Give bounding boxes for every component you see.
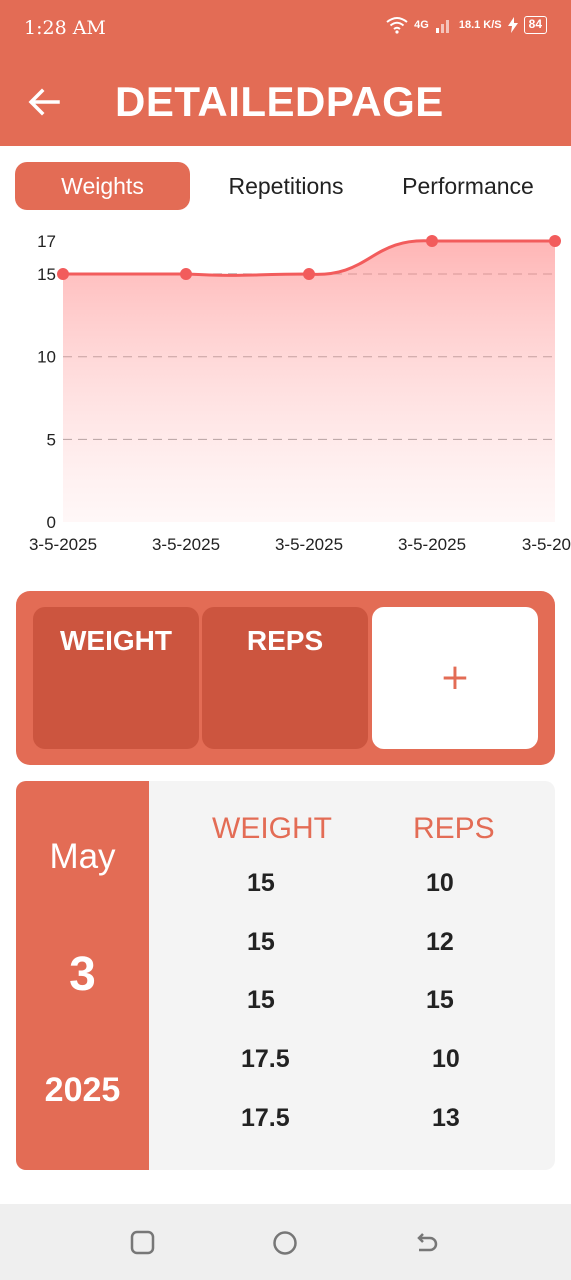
battery-level: 84 xyxy=(523,16,547,34)
back-arrow-icon[interactable] xyxy=(26,84,62,120)
y-tick-label: 10 xyxy=(37,348,56,367)
system-nav-bar xyxy=(0,1204,571,1280)
chart-point[interactable] xyxy=(549,235,561,247)
log-row-reps: 12 xyxy=(426,928,454,956)
log-month: May xyxy=(49,837,116,876)
status-time: 1:28 AM xyxy=(24,17,106,39)
y-tick-label: 0 xyxy=(47,513,56,532)
y-tick-label: 5 xyxy=(47,430,56,449)
app-bar: DETAILEDPAGE xyxy=(0,58,571,146)
tab-repetitions[interactable]: Repetitions xyxy=(228,173,344,199)
home-icon[interactable] xyxy=(272,1230,298,1256)
log-row-weight: 15 xyxy=(247,986,275,1014)
tab-performance[interactable]: Performance xyxy=(402,173,534,199)
log-row-reps: 15 xyxy=(426,986,454,1014)
reps-column-header: REPS xyxy=(413,812,495,845)
weights-chart: 0 5 10 15 17 3-5-2025 3-5-2025 3-5-2025 3-5-202… xyxy=(29,232,571,554)
charging-icon xyxy=(507,17,518,33)
log-row-reps: 10 xyxy=(426,869,454,897)
weight-column-header: WEIGHT xyxy=(212,812,332,845)
log-row-reps: 10 xyxy=(432,1045,460,1073)
log-day: 3 xyxy=(69,948,96,1001)
entry-card: WEIGHT REPS + xyxy=(16,591,555,765)
weight-input[interactable]: WEIGHT xyxy=(33,607,199,749)
date-column: May 3 2025 xyxy=(16,781,149,1170)
log-row-weight: 17.5 xyxy=(241,1045,290,1073)
log-row-reps: 13 xyxy=(432,1104,460,1132)
tab-bar: Weights Repetitions Performance xyxy=(0,160,571,212)
plus-icon: + xyxy=(439,657,471,698)
chart-point[interactable] xyxy=(303,268,315,281)
status-bar: 1:28 AM 4G 18.1 K/S 84 xyxy=(0,0,571,58)
network-label: 4G xyxy=(414,19,429,31)
page-title: DETAILEDPAGE xyxy=(115,78,444,125)
chart-point[interactable] xyxy=(57,268,69,281)
add-entry-button[interactable]: + xyxy=(372,607,538,749)
chart-area xyxy=(63,240,555,522)
reps-input-label: REPS xyxy=(246,625,324,656)
x-tick-label: 3-5-2025 xyxy=(152,535,220,554)
x-tick-label: 3-5-20 xyxy=(522,535,571,554)
x-tick-label: 3-5-2025 xyxy=(29,535,97,554)
wifi-icon xyxy=(386,17,408,34)
network-speed: 18.1 K/S xyxy=(458,19,502,31)
y-tick-label: 17 xyxy=(37,232,56,251)
log-row-weight: 15 xyxy=(247,869,275,897)
y-tick-label: 15 xyxy=(37,265,56,284)
chart-point[interactable] xyxy=(426,235,438,247)
reps-input[interactable]: REPS xyxy=(202,607,368,749)
log-year: 2025 xyxy=(44,1071,121,1109)
x-tick-label: 3-5-2025 xyxy=(398,535,466,554)
chart-point[interactable] xyxy=(180,268,192,281)
workout-log-card: May 3 2025 WEIGHT REPS 15 10 15 12 15 15… xyxy=(16,781,555,1170)
tab-weights[interactable]: Weights xyxy=(15,162,190,210)
log-row-weight: 17.5 xyxy=(241,1104,290,1132)
recent-apps-icon[interactable] xyxy=(130,1230,156,1256)
status-icons: 4G 18.1 K/S 84 xyxy=(386,16,547,34)
back-nav-icon[interactable] xyxy=(414,1230,440,1256)
log-row-weight: 15 xyxy=(247,928,275,956)
signal-icon xyxy=(435,20,449,33)
weight-input-label: WEIGHT xyxy=(60,625,172,656)
x-tick-label: 3-5-2025 xyxy=(275,535,343,554)
